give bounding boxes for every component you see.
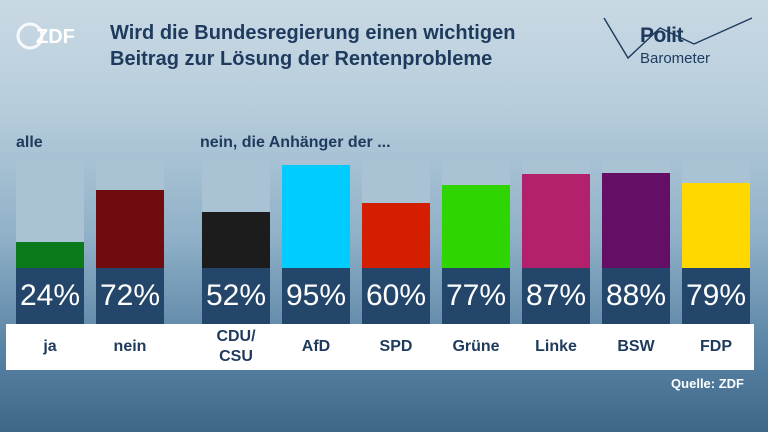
bar-track — [16, 160, 84, 268]
bar-track — [522, 160, 590, 268]
bar-track — [282, 160, 350, 268]
bar-track — [682, 160, 750, 268]
bar-track — [362, 160, 430, 268]
data-label: 88% — [602, 268, 670, 324]
bar — [362, 203, 430, 268]
data-label: 95% — [282, 268, 350, 324]
bar-track — [96, 160, 164, 268]
bar — [202, 211, 270, 268]
politbarometer-logo-bottom: Barometer — [640, 50, 711, 67]
chart-title: Wird die Bundesregierung einen wichtigen… — [110, 20, 590, 72]
bar — [442, 184, 510, 268]
category-label: BSW — [617, 338, 655, 355]
data-label: 77% — [442, 268, 510, 324]
politbarometer-logo-top: Polit — [640, 24, 684, 47]
group-label-supporters: nein, die Anhänger der ... — [200, 134, 391, 151]
politbarometer-logo: Polit Barometer — [600, 14, 756, 76]
category-label: ja — [43, 338, 57, 355]
bar-track — [202, 160, 270, 268]
chart-title-line-1: Wird die Bundesregierung einen wichtigen — [110, 22, 516, 44]
source-note: Quelle: ZDF — [671, 376, 744, 391]
category-label-strip — [6, 324, 754, 370]
data-label: 52% — [202, 268, 270, 324]
data-label: 87% — [522, 268, 590, 324]
bar-track — [442, 160, 510, 268]
data-label: 60% — [362, 268, 430, 324]
zdf-logo: ZDF — [16, 22, 80, 50]
group-label-all: alle — [16, 134, 43, 151]
bar — [96, 190, 164, 268]
bar — [602, 172, 670, 268]
category-label: FDP — [700, 338, 732, 355]
bar — [282, 165, 350, 268]
category-label: nein — [113, 338, 147, 355]
zdf-logo-text: ZDF — [36, 26, 75, 48]
category-label: AfD — [301, 338, 331, 355]
bar — [16, 242, 84, 268]
chart-title-line-2: Beitrag zur Lösung der Rentenprobleme — [110, 48, 493, 70]
category-label: CDU/ CSU — [216, 328, 256, 365]
category-label: Grüne — [452, 338, 500, 355]
bar-track — [602, 160, 670, 268]
bar — [682, 182, 750, 268]
data-label: 24% — [16, 268, 84, 324]
data-label: 72% — [96, 268, 164, 324]
bar — [522, 174, 590, 268]
data-label: 79% — [682, 268, 750, 324]
category-label: Linke — [535, 338, 577, 355]
category-label: SPD — [379, 338, 413, 355]
